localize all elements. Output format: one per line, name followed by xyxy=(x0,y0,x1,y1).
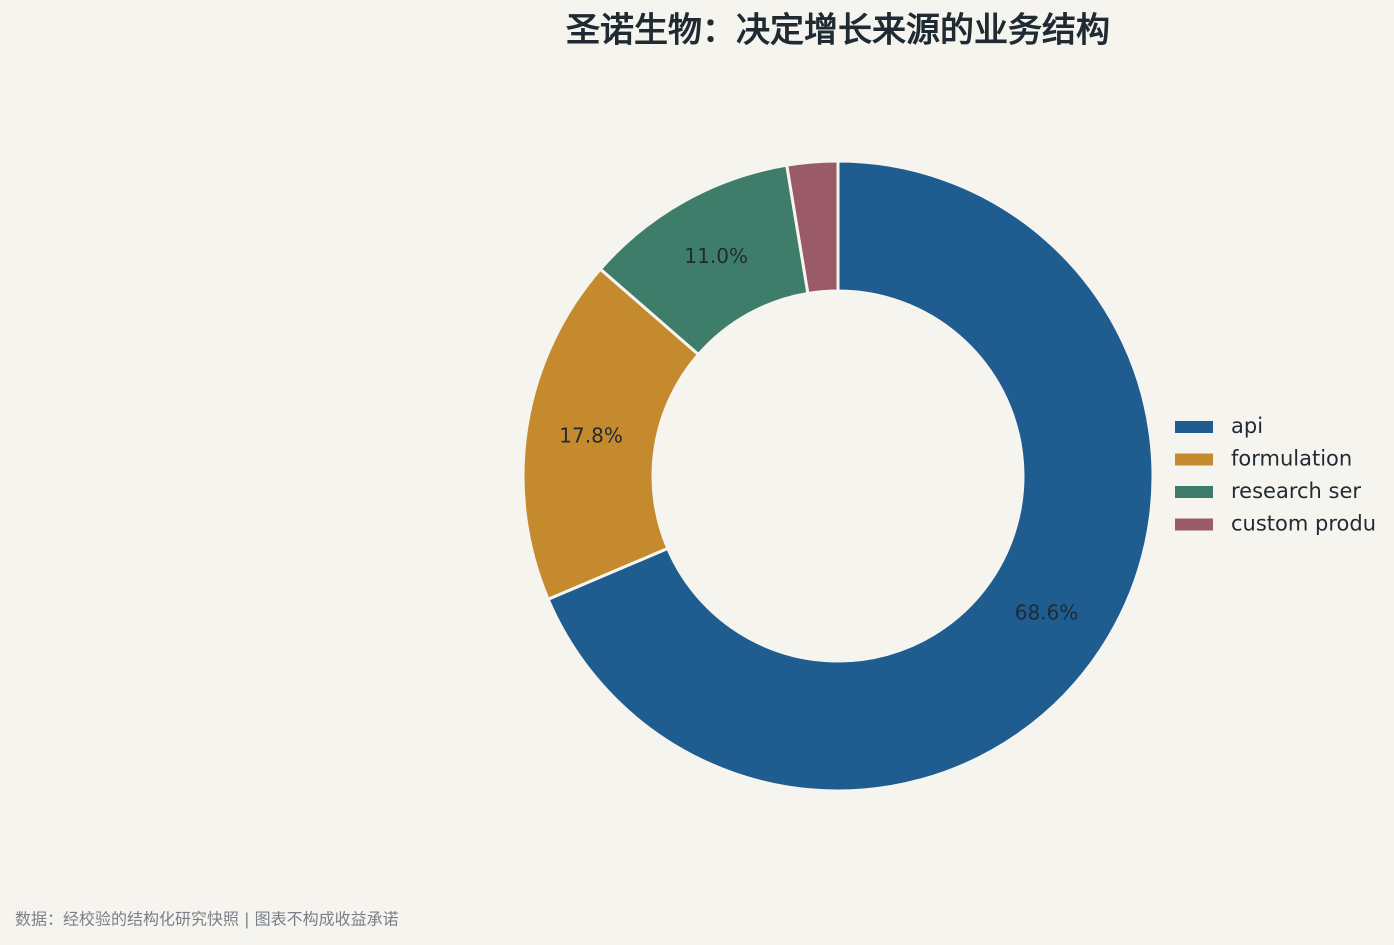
legend-swatch xyxy=(1175,453,1213,466)
donut-slice xyxy=(785,159,840,296)
slice-label: 68.6% xyxy=(1015,600,1079,624)
chart-title: 圣诺生物：决定增长来源的业务结构 xyxy=(566,11,1110,51)
donut-slice xyxy=(546,159,1155,793)
legend-label: formulation xyxy=(1231,447,1352,471)
donut-slice xyxy=(521,267,701,602)
legend-swatch xyxy=(1175,486,1213,498)
slice-label: 17.8% xyxy=(559,423,623,447)
footnote: 数据：经校验的结构化研究快照 | 图表不构成收益承诺 xyxy=(15,910,399,929)
legend-label: api xyxy=(1231,414,1263,438)
legend-label: research ser xyxy=(1231,479,1361,503)
legend-label: custom produ xyxy=(1231,512,1376,536)
legend-swatch xyxy=(1175,518,1213,531)
slice-label: 11.0% xyxy=(684,244,748,268)
legend-swatch xyxy=(1175,421,1213,433)
